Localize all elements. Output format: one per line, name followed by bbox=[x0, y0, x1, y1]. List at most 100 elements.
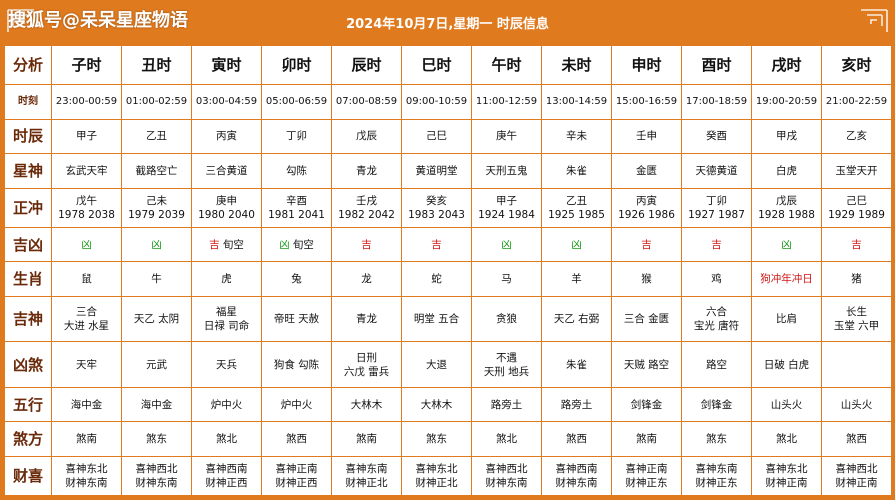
cell-main: 凶 bbox=[151, 238, 162, 251]
corner-label: 分析 bbox=[4, 45, 52, 85]
cell-line: 喜神西北 bbox=[485, 462, 528, 475]
cell-line: 财神正东 bbox=[625, 476, 668, 489]
table-row: 煞方 煞南 煞东 煞北 煞西 煞南 煞东 煞北 煞西 煞南 煞东 煞北 煞西 bbox=[4, 421, 892, 457]
column-header-10: 戌时 bbox=[751, 45, 822, 85]
table-cell: 吉 bbox=[681, 226, 752, 263]
corner-ornament-left-icon bbox=[7, 9, 34, 32]
row-header: 时刻 bbox=[4, 83, 52, 120]
row-header: 生肖 bbox=[4, 261, 52, 297]
table-cell: 11:00-12:59 bbox=[471, 83, 542, 120]
table-cell: 元武 bbox=[121, 341, 192, 388]
cell-line: 福星 bbox=[216, 306, 237, 319]
cell-line: 帝旺 天赦 bbox=[273, 313, 320, 326]
table-cell: 白虎 bbox=[751, 153, 822, 189]
table-cell: 煞东 bbox=[401, 421, 472, 457]
table-cell: 日破 白虎 bbox=[751, 341, 822, 388]
table-cell: 六合 宝光 唐符 bbox=[681, 295, 752, 343]
table-cell: 天乙 太阴 bbox=[121, 295, 192, 343]
table-cell: 海中金 bbox=[121, 386, 192, 423]
table-cell: 凶 bbox=[751, 226, 822, 263]
cell-main: 凶 bbox=[571, 238, 582, 251]
table-cell: 大林木 bbox=[401, 386, 472, 423]
cell-line: 1978 2038 bbox=[58, 208, 115, 221]
cell-line: 1926 1986 bbox=[618, 208, 675, 221]
table-cell: 比肩 bbox=[751, 295, 822, 343]
table-cell: 喜神正南 财神正东 bbox=[611, 455, 682, 497]
cell-line: 喜神西北 bbox=[135, 462, 178, 475]
table-cell: 明堂 五合 bbox=[401, 295, 472, 343]
cell-line: 喜神东南 bbox=[345, 462, 388, 475]
table-cell: 黄道明堂 bbox=[401, 153, 472, 189]
cell-main: 凶 bbox=[501, 238, 512, 251]
cell-line: 1980 2040 bbox=[198, 208, 255, 221]
cell-line: 1925 1985 bbox=[548, 208, 605, 221]
table-cell: 喜神西北 财神正南 bbox=[821, 455, 892, 497]
cell-line: 喜神东北 bbox=[65, 462, 108, 475]
table-cell: 天兵 bbox=[191, 341, 262, 388]
cell-line: 癸亥 bbox=[426, 194, 447, 207]
column-header-1: 丑时 bbox=[121, 45, 192, 85]
table-cell: 15:00-16:59 bbox=[611, 83, 682, 120]
table-cell: 三合黄道 bbox=[191, 153, 262, 189]
table-cell: 三合 大进 水星 bbox=[51, 295, 122, 343]
cell-line: 己巳 bbox=[846, 194, 867, 207]
table-cell: 煞西 bbox=[541, 421, 612, 457]
table-cell: 大林木 bbox=[331, 386, 402, 423]
column-header-2: 寅时 bbox=[191, 45, 262, 85]
hour-almanac-table: 分析 子时 丑时 寅时 卯时 辰时 巳时 午时 未时 申时 酉时 戌时 亥时 时刻 23:00-00:59 0… bbox=[4, 45, 892, 497]
table-cell: 帝旺 天赦 bbox=[261, 295, 332, 343]
table-cell: 05:00-06:59 bbox=[261, 83, 332, 120]
table-cell: 朱雀 bbox=[541, 153, 612, 189]
table-cell: 煞北 bbox=[191, 421, 262, 457]
cell-line: 天乙 右弼 bbox=[553, 313, 600, 326]
table-cell: 猴 bbox=[611, 261, 682, 297]
cell-line: 比肩 bbox=[776, 313, 797, 326]
table-cell: 三合 金匮 bbox=[611, 295, 682, 343]
cell-line: 青龙 bbox=[356, 313, 377, 326]
cell-main: 吉 bbox=[711, 238, 722, 251]
table-cell: 喜神东南 财神正东 bbox=[681, 455, 752, 497]
table-cell: 煞西 bbox=[261, 421, 332, 457]
table-cell: 虎 bbox=[191, 261, 262, 297]
table-cell: 狗食 勾陈 bbox=[261, 341, 332, 388]
table-cell bbox=[821, 341, 892, 388]
table-cell: 牛 bbox=[121, 261, 192, 297]
table-cell: 丁卯 1927 1987 bbox=[681, 187, 752, 228]
column-header-6: 午时 bbox=[471, 45, 542, 85]
table-cell: 金匮 bbox=[611, 153, 682, 189]
cell-line: 1982 2042 bbox=[338, 208, 395, 221]
cell-line: 财神正南 bbox=[765, 476, 808, 489]
cell-line: 辛酉 bbox=[286, 194, 307, 207]
cell-line: 日禄 司命 bbox=[203, 320, 250, 333]
table-cell: 己巳 1929 1989 bbox=[821, 187, 892, 228]
cell-line: 喜神西北 bbox=[835, 462, 878, 475]
table-cell: 玄武天牢 bbox=[51, 153, 122, 189]
table-cell: 丙寅 1926 1986 bbox=[611, 187, 682, 228]
table-cell: 21:00-22:59 bbox=[821, 83, 892, 120]
table-cell: 喜神西北 财神东南 bbox=[121, 455, 192, 497]
cell-line: 喜神正南 bbox=[625, 462, 668, 475]
header-bar: 搜狐号@呆呆星座物语 2024年10月7日,星期一 时辰信息 bbox=[0, 0, 895, 44]
table-cell: 剑锋金 bbox=[611, 386, 682, 423]
table-cell: 吉 bbox=[331, 226, 402, 263]
cell-line: 甲子 bbox=[496, 194, 517, 207]
table-cell: 天贼 路空 bbox=[611, 341, 682, 388]
cell-line: 财神东南 bbox=[135, 476, 178, 489]
cell-line: 六合 bbox=[706, 306, 727, 319]
cell-line: 财神正北 bbox=[415, 476, 458, 489]
row-header: 财喜 bbox=[4, 455, 52, 497]
column-header-5: 巳时 bbox=[401, 45, 472, 85]
table-cell: 吉 bbox=[401, 226, 472, 263]
table-cell: 贪狼 bbox=[471, 295, 542, 343]
cell-line: 1979 2039 bbox=[128, 208, 185, 221]
cell-line: 贪狼 bbox=[496, 313, 517, 326]
table-cell: 喜神西南 财神正西 bbox=[191, 455, 262, 497]
table-cell: 喜神西南 财神东南 bbox=[541, 455, 612, 497]
table-cell: 甲戌 bbox=[751, 118, 822, 155]
cell-main: 狗 bbox=[760, 273, 771, 286]
table-cell: 辛酉 1981 2041 bbox=[261, 187, 332, 228]
table-cell: 07:00-08:59 bbox=[331, 83, 402, 120]
column-header-7: 未时 bbox=[541, 45, 612, 85]
cell-line: 1928 1988 bbox=[758, 208, 815, 221]
table-cell: 己巳 bbox=[401, 118, 472, 155]
